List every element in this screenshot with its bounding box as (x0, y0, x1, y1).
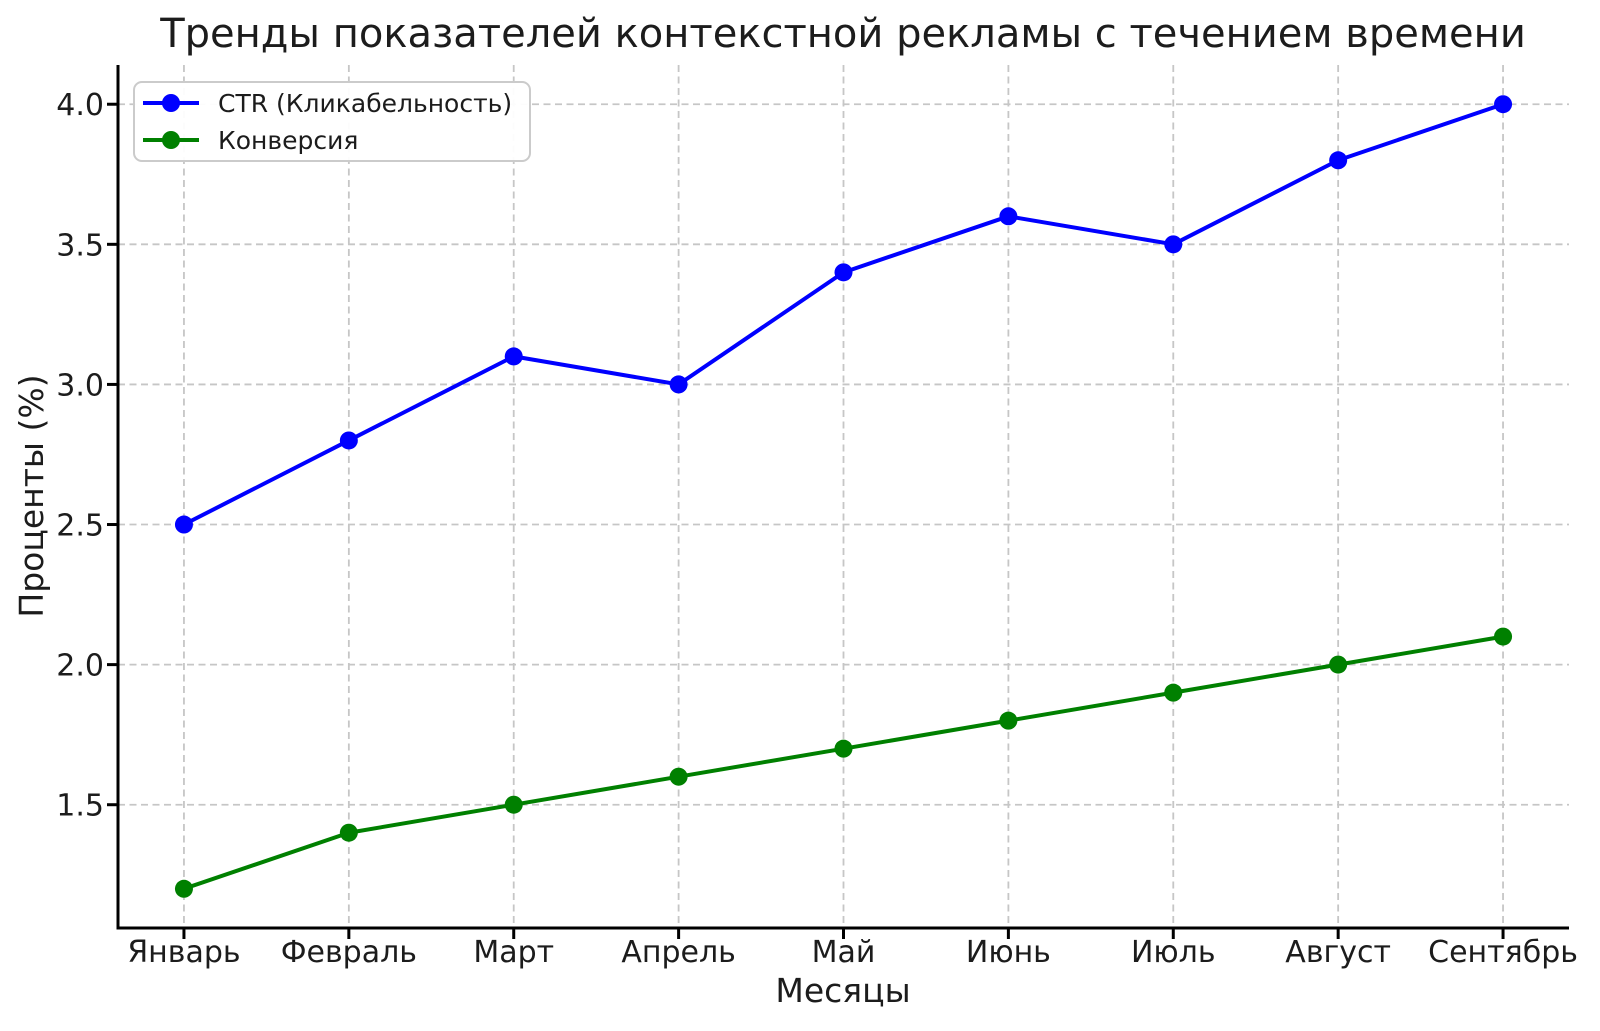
data-point-marker (504, 795, 523, 814)
data-point-marker (174, 515, 193, 534)
data-point-marker (339, 823, 358, 842)
axes: Январь Февраль Март Апрель Май Июнь Июль Август… (56, 65, 1578, 970)
data-point-marker (174, 879, 193, 898)
x-tick-label: Февраль (281, 935, 417, 970)
y-tick-label: 1.5 (56, 789, 104, 824)
data-point-marker (834, 263, 853, 282)
x-tick-label: Март (473, 935, 554, 970)
data-point-marker (669, 767, 688, 786)
data-point-marker (339, 431, 358, 450)
data-point-marker (1494, 95, 1513, 114)
legend-line-marker-icon (143, 94, 199, 112)
grid-lines (118, 65, 1569, 928)
x-tick-label: Апрель (621, 935, 736, 970)
y-axis-label: Проценты (%) (12, 374, 51, 617)
data-point-marker (1164, 235, 1183, 254)
y-tick-label: 3.0 (56, 368, 104, 403)
y-tick-label: 3.5 (56, 228, 104, 263)
data-point-marker (999, 207, 1018, 226)
x-axis-label: Месяцы (775, 971, 910, 1010)
y-tick-label: 2.0 (56, 649, 104, 684)
data-point-marker (1494, 627, 1513, 646)
data-series (174, 95, 1513, 898)
x-tick-label: Июнь (966, 935, 1051, 970)
data-point-marker (669, 375, 688, 394)
data-point-marker (1329, 151, 1348, 170)
legend-dot-icon (162, 131, 180, 149)
data-point-marker (504, 347, 523, 366)
legend-label-ctr: CTR (Кликабельность) (218, 88, 513, 118)
legend-line-marker-icon (143, 131, 199, 149)
y-tick-label: 2.5 (56, 509, 104, 544)
data-point-marker (1329, 655, 1348, 674)
legend-item-ctr: CTR (Кликабельность) (135, 86, 529, 120)
y-tick-label: 4.0 (56, 88, 104, 123)
legend: CTR (Кликабельность) Конверсия (133, 81, 531, 162)
legend-item-conversion: Конверсия (135, 123, 529, 157)
data-point-marker (1164, 683, 1183, 702)
data-point-marker (999, 711, 1018, 730)
x-tick-label: Май (812, 935, 876, 970)
x-tick-label: Январь (127, 935, 240, 970)
x-tick-label: Август (1285, 935, 1391, 970)
x-tick-label: Июль (1131, 935, 1216, 970)
legend-dot-icon (162, 94, 180, 112)
legend-label-conversion: Конверсия (218, 125, 359, 155)
chart-title: Тренды показателей контекстной рекламы с… (159, 11, 1526, 57)
data-point-marker (834, 739, 853, 758)
x-tick-label: Сентябрь (1428, 935, 1578, 970)
